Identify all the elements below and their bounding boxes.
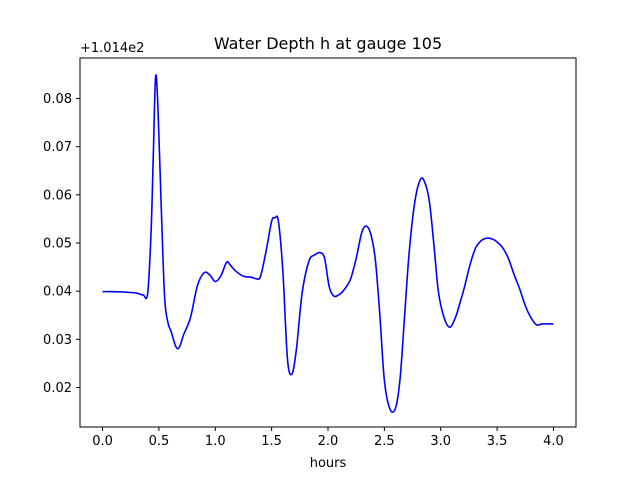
chart-title: Water Depth h at gauge 105 [214, 34, 442, 53]
series-line-0 [102, 74, 554, 413]
y-axis-offset-label: +1.014e2 [80, 41, 144, 56]
x-tick-label: 2.5 [374, 434, 395, 449]
y-tick-label: 0.02 [43, 381, 72, 396]
x-tick-label: 2.0 [318, 434, 339, 449]
y-axis-ticks: 0.02 0.03 0.04 0.05 0.06 0.07 0.08 [43, 92, 80, 396]
x-axis-ticks: 0.0 0.5 1.0 1.5 2.0 2.5 3.0 3.5 4.0 [92, 427, 564, 449]
x-tick-label: 1.5 [261, 434, 282, 449]
x-tick-label: 3.0 [430, 434, 451, 449]
y-tick-label: 0.03 [43, 333, 72, 348]
y-tick-label: 0.05 [43, 236, 72, 251]
y-tick-label: 0.08 [43, 92, 72, 107]
y-tick-label: 0.06 [43, 188, 72, 203]
y-tick-label: 0.07 [43, 140, 72, 155]
x-tick-label: 0.0 [92, 434, 113, 449]
x-axis-label: hours [310, 456, 347, 471]
x-tick-label: 1.0 [205, 434, 226, 449]
x-tick-label: 4.0 [543, 434, 564, 449]
x-tick-label: 3.5 [487, 434, 508, 449]
x-tick-label: 0.5 [149, 434, 170, 449]
y-tick-label: 0.04 [43, 285, 72, 300]
